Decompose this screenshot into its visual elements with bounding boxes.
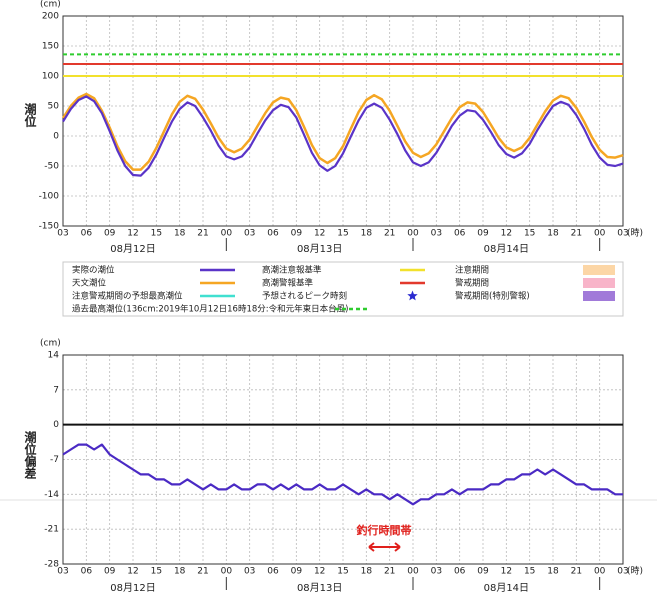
date-label: 08月12日 [110,243,155,255]
x-tick-label: 21 [571,567,582,577]
legend-swatch [583,278,615,288]
x-tick-label: 21 [197,229,208,239]
y-unit: (cm) [40,0,61,10]
x-tick-label: 18 [174,229,186,239]
legend-label: 高潮警報基準 [262,278,314,289]
x-tick-label: 12 [501,567,512,577]
date-label: 08月13日 [297,243,342,255]
y-tick-label: 14 [48,351,60,361]
x-tick-label: 03 [431,229,442,239]
x-tick-label: 12 [127,567,138,577]
x-unit: (時) [627,566,643,577]
plot-frame [62,354,624,565]
x-tick-label: 18 [547,567,559,577]
y-axis-title: 潮位偏差 [23,430,37,479]
series-line [62,95,624,177]
legend-label: 警戒期間 [455,278,489,289]
series-line [62,443,623,506]
x-tick-label: 03 [57,229,68,239]
x-tick-label: 15 [524,229,535,239]
x-tick-label: 18 [174,567,186,577]
x-tick-label: 09 [291,567,303,577]
x-tick-label: 12 [127,229,138,239]
y-tick-label: 7 [53,385,59,395]
y-tick-label: -14 [44,490,59,500]
x-tick-label: 03 [244,229,255,239]
y-tick-label: 100 [42,72,59,82]
x-tick-label: 15 [337,567,348,577]
x-tick-label: 21 [571,229,582,239]
x-tick-label: 18 [361,229,373,239]
x-tick-label: 12 [314,567,325,577]
legend-label: 注意期間 [455,265,489,276]
date-label: 08月14日 [484,243,529,255]
x-tick-label: 09 [477,567,489,577]
x-tick-label: 09 [104,567,116,577]
legend-swatch [407,290,418,301]
legend-label: 実際の潮位 [72,265,115,276]
date-label: 08月13日 [297,582,342,594]
x-tick-label: 15 [337,229,348,239]
x-tick-label: 09 [291,229,303,239]
y-tick-label: -28 [44,560,59,570]
x-tick-label: 03 [431,567,442,577]
x-tick-label: 09 [477,229,489,239]
legend-label: 天文潮位 [72,278,107,289]
x-tick-label: 18 [547,229,559,239]
x-tick-label: 00 [221,567,233,577]
x-tick-label: 15 [524,567,535,577]
legend-label: 過去最高潮位(136cm:2019年10月12日16時18分:令和元年東日本台風… [72,304,348,315]
x-tick-label: 00 [407,567,419,577]
x-tick-label: 03 [617,567,628,577]
annotation-arrow [368,542,401,552]
x-tick-label: 00 [594,567,606,577]
legend-label: 注意警戒期間の予想最高潮位 [72,291,183,302]
x-tick-label: 06 [267,229,279,239]
x-tick-label: 12 [314,229,325,239]
y-axis-title: 潮位 [23,102,37,128]
x-tick-label: 21 [384,567,395,577]
x-tick-label: 06 [267,567,279,577]
x-tick-label: 06 [81,229,93,239]
x-tick-label: 03 [57,567,68,577]
series-line [61,92,624,171]
x-tick-label: 06 [454,229,466,239]
y-tick-label: -21 [44,525,59,535]
x-tick-label: 00 [594,229,606,239]
y-tick-label: -100 [39,192,60,202]
y-tick-label: 0 [53,420,59,430]
x-tick-label: 00 [221,229,233,239]
y-unit: (cm) [40,339,61,349]
date-label: 08月14日 [484,582,529,594]
legend-swatch [583,291,615,301]
y-tick-label: -50 [44,162,59,172]
legend-swatch [583,265,615,275]
y-tick-label: -7 [50,455,59,465]
legend-label: 予想されるピーク時刻 [262,291,347,302]
x-tick-label: 06 [454,567,466,577]
x-tick-label: 15 [151,567,162,577]
annotation: 釣行時間帯 [357,523,412,537]
x-unit: (時) [627,228,643,239]
legend-frame [62,261,624,317]
y-tick-label: 50 [48,102,60,112]
x-tick-label: 00 [407,229,419,239]
x-tick-label: 18 [361,567,373,577]
y-tick-label: 150 [42,42,59,52]
x-tick-label: 21 [384,229,395,239]
y-tick-label: -150 [39,222,60,232]
y-tick-label: 0 [53,132,59,142]
x-tick-label: 09 [104,229,116,239]
legend-label: 警戒期間(特別警報) [455,291,530,302]
x-tick-label: 03 [617,229,628,239]
y-tick-label: 200 [42,12,59,22]
x-tick-label: 21 [197,567,208,577]
legend-label: 高潮注意報基準 [262,265,322,276]
x-tick-label: 03 [244,567,255,577]
x-tick-label: 12 [501,229,512,239]
x-tick-label: 15 [151,229,162,239]
date-label: 08月12日 [110,582,155,594]
x-tick-label: 06 [81,567,93,577]
